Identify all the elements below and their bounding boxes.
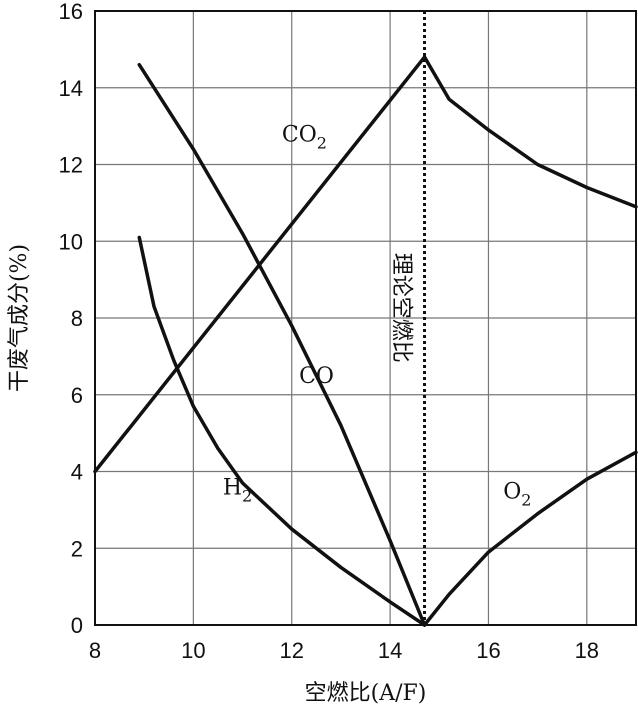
series-label-o2: O2 <box>503 479 531 509</box>
y-tick-label: 2 <box>71 536 83 561</box>
grid-layer <box>94 10 636 626</box>
x-axis-label: 空燃比(A/F) <box>305 681 427 706</box>
y-tick-label: 6 <box>71 383 83 408</box>
series-line-co2 <box>93 55 638 474</box>
y-tick-label: 0 <box>71 613 83 638</box>
x-tick-label: 10 <box>181 638 205 663</box>
series-layer <box>93 55 638 627</box>
x-tick-label: 14 <box>378 638 402 663</box>
tick-layer: 8 10 12 14 16 18 0 2 4 6 8 10 12 14 16 <box>59 0 600 663</box>
series-line-h2 <box>137 235 427 627</box>
series-line-co <box>137 62 427 627</box>
plot-frame-layer <box>94 10 637 626</box>
y-tick-label: 4 <box>71 460 83 485</box>
x-tick-label: 8 <box>89 638 101 663</box>
x-tick-label: 18 <box>575 638 599 663</box>
y-tick-label: 14 <box>59 76 83 101</box>
y-tick-label: 8 <box>71 306 83 331</box>
stoichiometric-line-label: 理论空燃比 <box>389 253 414 363</box>
y-axis-label: 干废气成分(%) <box>7 244 32 392</box>
plot-frame <box>94 10 637 626</box>
y-tick-label: 10 <box>59 229 83 254</box>
x-tick-label: 12 <box>279 638 303 663</box>
y-tick-label: 12 <box>59 153 83 178</box>
series-line-o2 <box>422 450 638 627</box>
series-label-co2: CO2 <box>282 122 327 152</box>
y-tick-label: 16 <box>59 0 83 24</box>
series-label-co: CO <box>299 364 334 389</box>
series-label-h2: H2 <box>223 476 252 506</box>
x-tick-label: 16 <box>476 638 500 663</box>
